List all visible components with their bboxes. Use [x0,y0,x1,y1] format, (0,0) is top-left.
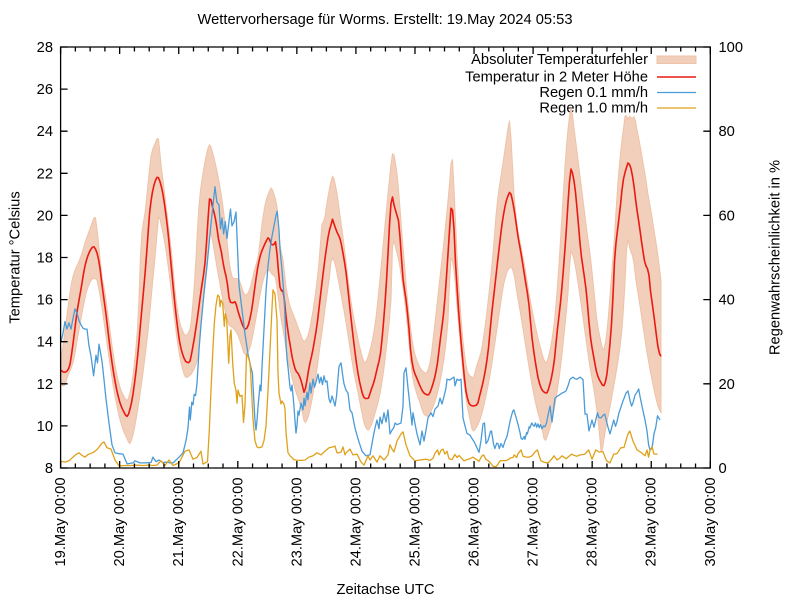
svg-text:Temperatur °Celsius: Temperatur °Celsius [8,191,24,323]
svg-text:26: 26 [37,82,53,98]
svg-text:30.May 00:00: 30.May 00:00 [703,478,719,567]
svg-text:Zeitachse UTC: Zeitachse UTC [337,582,435,598]
svg-text:8: 8 [45,461,53,477]
svg-text:12: 12 [37,377,53,393]
svg-text:10: 10 [37,419,53,435]
svg-text:20.May 00:00: 20.May 00:00 [112,478,128,567]
svg-text:Regen 1.0 mm/h: Regen 1.0 mm/h [539,101,648,117]
svg-text:Regenwahrscheinlichkeit in %: Regenwahrscheinlichkeit in % [768,160,784,355]
svg-text:20: 20 [37,208,53,224]
svg-text:27.May 00:00: 27.May 00:00 [526,478,542,567]
svg-text:28.May 00:00: 28.May 00:00 [585,478,601,567]
svg-text:80: 80 [719,124,735,140]
svg-text:16: 16 [37,293,53,309]
svg-text:23.May 00:00: 23.May 00:00 [289,478,305,567]
svg-text:29.May 00:00: 29.May 00:00 [644,478,660,567]
svg-text:24: 24 [37,124,53,140]
svg-text:22.May 00:00: 22.May 00:00 [230,478,246,567]
svg-text:19.May 00:00: 19.May 00:00 [53,478,69,567]
svg-text:Wettervorhersage für Worms. Er: Wettervorhersage für Worms. Erstellt: 19… [198,12,573,28]
svg-text:Absoluter Temperaturfehler: Absoluter Temperaturfehler [471,52,648,68]
svg-text:100: 100 [719,40,744,56]
svg-text:Temperatur in 2 Meter Höhe: Temperatur in 2 Meter Höhe [465,70,648,86]
svg-text:28: 28 [37,40,53,56]
svg-text:25.May 00:00: 25.May 00:00 [408,478,424,567]
svg-text:14: 14 [37,335,53,351]
svg-text:0: 0 [719,461,727,477]
svg-text:22: 22 [37,166,53,182]
svg-text:26.May 00:00: 26.May 00:00 [467,478,483,567]
svg-text:20: 20 [719,377,735,393]
svg-text:18: 18 [37,251,53,267]
svg-text:24.May 00:00: 24.May 00:00 [348,478,364,567]
svg-text:40: 40 [719,293,735,309]
svg-text:21.May 00:00: 21.May 00:00 [171,478,187,567]
svg-text:Regen 0.1 mm/h: Regen 0.1 mm/h [539,85,648,101]
svg-text:60: 60 [719,208,735,224]
